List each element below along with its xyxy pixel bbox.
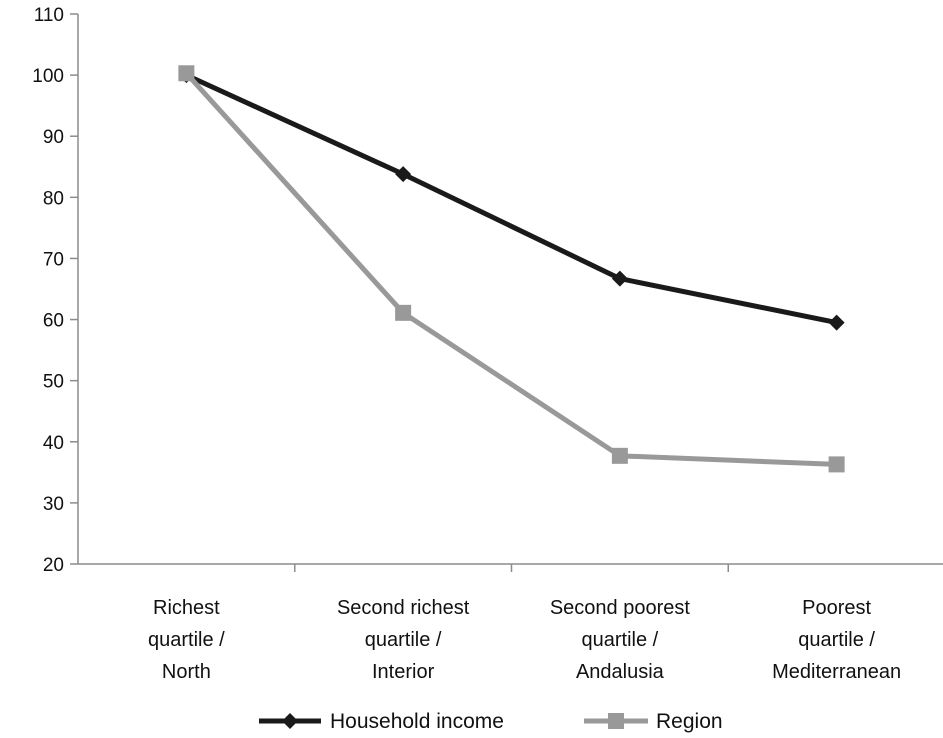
data-point <box>395 166 412 183</box>
series-household-income <box>178 67 845 331</box>
series-line <box>184 71 837 467</box>
data-point <box>611 447 628 464</box>
x-category-label-line: Poorest <box>802 597 871 619</box>
x-axis: Richest quartile / North Second richest quar… <box>78 563 943 683</box>
series-line <box>185 72 838 326</box>
y-tick-label: 20 <box>43 555 64 576</box>
legend-label: Region <box>656 710 723 733</box>
x-category-label-line: Richest <box>153 597 220 619</box>
legend-item: Household income <box>259 710 504 733</box>
x-category-label-line: Andalusia <box>576 661 665 683</box>
y-tick-label: 30 <box>43 494 64 515</box>
legend-item: Region <box>584 710 723 733</box>
x-category-label-line: quartile / <box>798 629 875 651</box>
x-category-label-line: Second richest <box>337 597 470 619</box>
x-category-label: Second richest quartile / Interior <box>337 597 470 683</box>
y-tick-label: 70 <box>43 249 64 270</box>
x-category-label-line: North <box>162 661 211 683</box>
x-category-label: Second poorest quartile / Andalusia <box>550 597 691 683</box>
y-tick-label: 110 <box>34 5 64 26</box>
legend-label: Household income <box>330 710 504 733</box>
data-point <box>395 304 412 321</box>
data-point <box>611 270 628 287</box>
y-tick-label: 60 <box>43 311 64 332</box>
y-tick-label: 90 <box>43 127 64 148</box>
y-tick-label: 80 <box>43 188 64 209</box>
x-category-label: Richest quartile / North <box>148 597 225 683</box>
data-point <box>178 65 195 82</box>
y-tick-label: 40 <box>43 433 64 454</box>
x-category-label-line: Interior <box>372 661 435 683</box>
y-axis: 20 30 40 50 60 70 80 90 100 110 <box>32 5 79 576</box>
y-tick-label: 50 <box>43 372 64 393</box>
x-category-label-line: Mediterranean <box>772 661 901 683</box>
x-category-label-line: Second poorest <box>550 597 691 619</box>
legend-swatch-marker <box>282 713 298 729</box>
x-category-label-line: quartile / <box>582 629 659 651</box>
legend: Household income Region <box>259 710 723 733</box>
data-point <box>828 456 845 473</box>
legend-swatch-marker <box>608 713 624 729</box>
series-region <box>178 65 845 473</box>
x-category-label-line: quartile / <box>365 629 442 651</box>
data-point <box>828 314 845 331</box>
series-layer <box>178 65 845 473</box>
y-tick-label: 100 <box>32 66 64 87</box>
x-category-label-line: quartile / <box>148 629 225 651</box>
x-category-label: Poorest quartile / Mediterranean <box>772 597 901 683</box>
